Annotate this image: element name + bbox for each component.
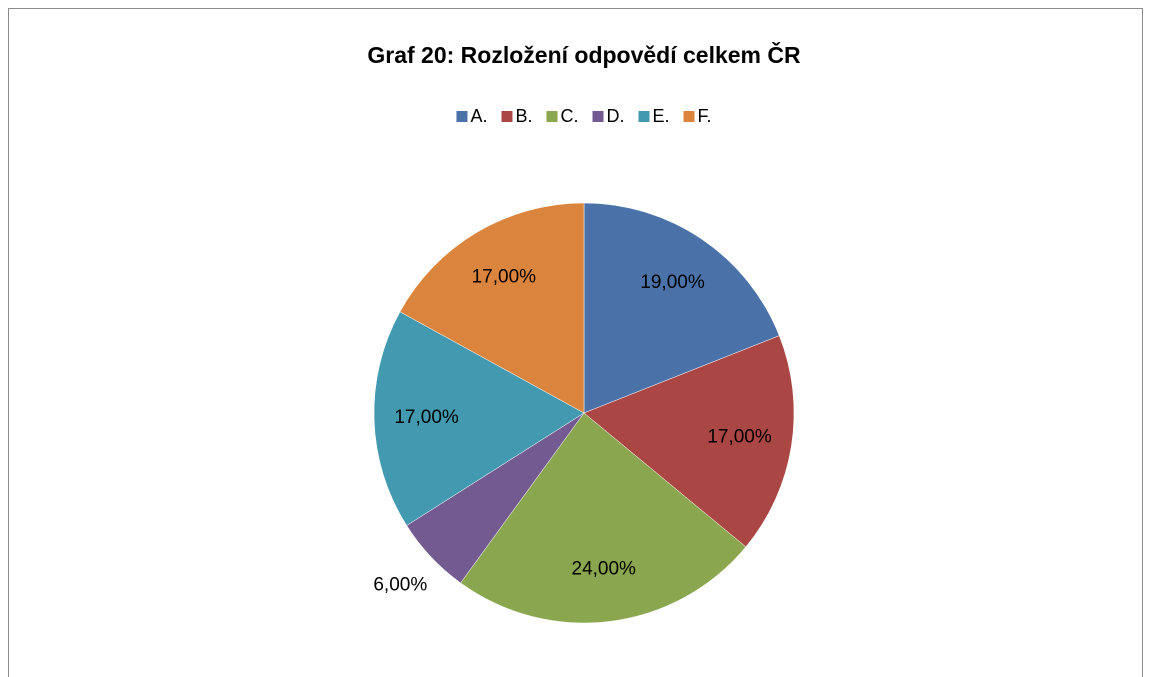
- pie-slice: [399, 202, 585, 414]
- legend-label: A.: [470, 106, 487, 126]
- legend-label: C.: [561, 106, 579, 126]
- data-label: 24,00%: [572, 558, 637, 579]
- data-label: 19,00%: [640, 272, 705, 293]
- pie-slice: [373, 311, 585, 526]
- legend-swatch: [683, 111, 695, 122]
- pie-slice: [583, 202, 780, 414]
- legend-swatch: [638, 111, 650, 122]
- data-label: 17,00%: [707, 427, 772, 448]
- data-label: 17,00%: [394, 407, 459, 428]
- legend-label: F.: [698, 106, 712, 126]
- pie-slice: [583, 335, 795, 548]
- legend-label: D.: [607, 106, 625, 126]
- legend-swatch: [456, 111, 468, 122]
- legend-swatch: [592, 111, 604, 122]
- data-label: 6,00%: [373, 575, 427, 596]
- pie-slice: [460, 412, 747, 624]
- legend-swatch: [546, 111, 558, 122]
- chart-frame: [8, 8, 1143, 677]
- legend-label: B.: [515, 106, 532, 126]
- data-label: 17,00%: [472, 266, 537, 287]
- chart-title: Graf 20: Rozložení odpovědí celkem ČR: [367, 41, 801, 68]
- legend-label: E.: [653, 106, 670, 126]
- legend-swatch: [501, 111, 513, 122]
